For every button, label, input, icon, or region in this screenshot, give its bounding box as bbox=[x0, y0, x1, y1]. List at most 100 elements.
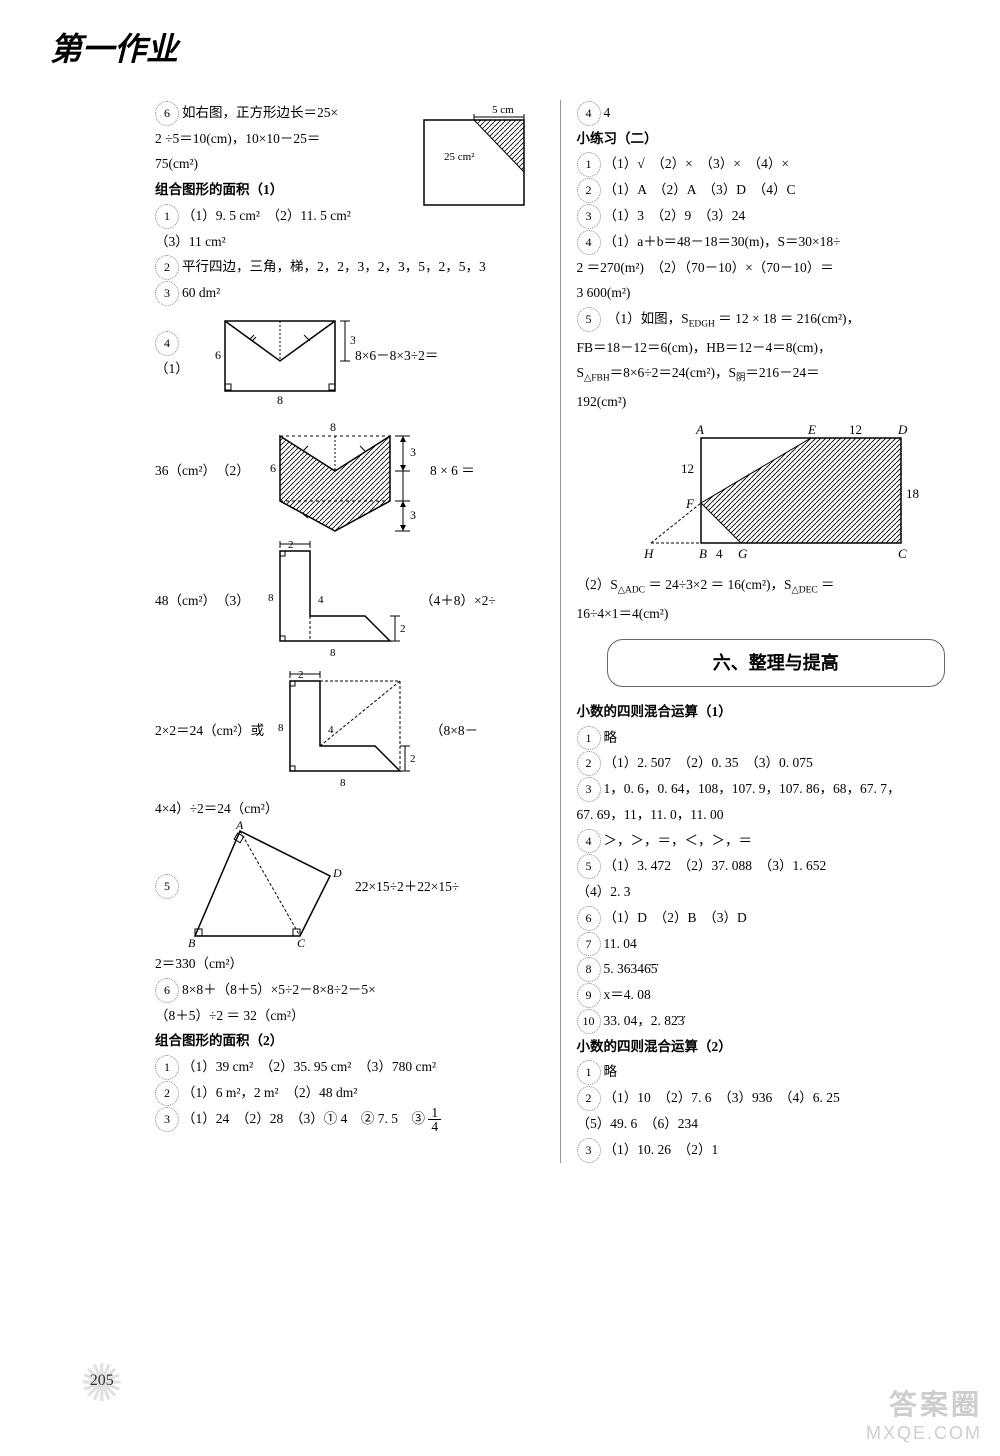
svg-text:8: 8 bbox=[278, 722, 284, 734]
text: （1）24 （2）28 （3）① 4 ② 7. 5 ③ bbox=[182, 1111, 428, 1126]
text: （1）9. 5 cm² （2）11. 5 cm² bbox=[182, 208, 351, 223]
qnum: 5 bbox=[577, 307, 601, 332]
svg-text:4: 4 bbox=[716, 546, 723, 561]
text: 11. 04 bbox=[604, 936, 637, 951]
qnum: 3 bbox=[155, 281, 179, 306]
left-column: 5 cm 25 cm² 6如右图，正方形边长＝25× 2 ÷5＝10(cm)，1… bbox=[155, 100, 554, 1163]
text: ＞，＞，＝，＜，＞，＝ bbox=[604, 833, 753, 848]
fraction: 1 4 bbox=[428, 1106, 441, 1134]
text: 192(cm²) bbox=[577, 389, 975, 415]
text: 36（cm²） （2） bbox=[155, 458, 260, 484]
text: （8＋5）÷2 ＝ 32（cm²） bbox=[155, 1003, 544, 1029]
qnum: 2 bbox=[577, 1086, 601, 1111]
content: 5 cm 25 cm² 6如右图，正方形边长＝25× 2 ÷5＝10(cm)，1… bbox=[155, 100, 975, 1163]
sub: △DEC bbox=[792, 586, 818, 596]
svg-text:B: B bbox=[699, 546, 707, 561]
text: （1）3 （2）9 （3）24 bbox=[604, 208, 746, 223]
text: （1）10. 26 （2）1 bbox=[604, 1142, 719, 1157]
fig-L2: 2 8 4 8 2 bbox=[270, 666, 430, 796]
page-num: 205 bbox=[80, 1372, 124, 1390]
watermark-line2: MXQE.COM bbox=[866, 1423, 982, 1444]
text: （1）D （2）B （3）D bbox=[604, 910, 747, 925]
svg-text:A: A bbox=[695, 422, 704, 437]
text: 略 bbox=[604, 1064, 618, 1079]
watermark: 答案圈 MXQE.COM bbox=[866, 1383, 982, 1444]
svg-text:8: 8 bbox=[268, 592, 274, 604]
text: 略 bbox=[604, 730, 618, 745]
qnum: 6 bbox=[155, 101, 179, 126]
fig-rect-v: 6 8 3 bbox=[205, 306, 355, 406]
qnum: 4 bbox=[155, 331, 179, 356]
svg-text:5 cm: 5 cm bbox=[492, 104, 514, 116]
text: 平行四边，三角，梯，2，2，3，2，3，5，2，5，3 bbox=[182, 259, 486, 274]
fig-quad: A D B C bbox=[180, 821, 355, 951]
heading: 小练习（二） bbox=[577, 126, 975, 152]
svg-text:18: 18 bbox=[906, 486, 919, 501]
sub: △ADC bbox=[618, 586, 645, 596]
page-title: 第一作业 bbox=[50, 24, 178, 70]
qnum: 1 bbox=[577, 152, 601, 177]
svg-text:3: 3 bbox=[410, 508, 416, 522]
svg-text:H: H bbox=[643, 546, 654, 561]
svg-text:3: 3 bbox=[410, 445, 416, 459]
text: 1，0. 6，0. 64，108，107. 9，107. 86，68，67. 7… bbox=[604, 781, 901, 796]
svg-text:C: C bbox=[297, 936, 306, 950]
qnum: 6 bbox=[577, 906, 601, 931]
text: 16÷4×1＝4(cm²) bbox=[577, 601, 975, 627]
qnum: 3 bbox=[155, 1107, 179, 1132]
text: FB＝18－12＝6(cm)，HB＝12－4＝8(cm)， bbox=[577, 335, 975, 361]
fig-hexagon: 6 8 3 3 bbox=[260, 406, 430, 536]
sub: EDGH bbox=[689, 320, 715, 330]
svg-text:8: 8 bbox=[340, 777, 346, 789]
watermark-line1: 答案圈 bbox=[866, 1383, 982, 1423]
qnum: 7 bbox=[577, 932, 601, 957]
qnum: 3 bbox=[577, 1138, 601, 1163]
qnum: 5 bbox=[577, 854, 601, 879]
text: 2＝330（cm²） bbox=[155, 951, 544, 977]
text: 33. 04，2. 82̇3̇ bbox=[604, 1013, 685, 1028]
svg-text:F: F bbox=[685, 496, 695, 511]
fig-square-triangle: 5 cm 25 cm² bbox=[414, 102, 544, 212]
svg-text:2: 2 bbox=[400, 623, 406, 635]
qnum: 1 bbox=[577, 1060, 601, 1085]
text: 8×8＋（8＋5）×5÷2－8×8÷2－5× bbox=[182, 982, 376, 997]
text: （1）2. 507 （2）0. 35 （3）0. 075 bbox=[604, 755, 813, 770]
fig-L1: 2 8 4 8 2 bbox=[260, 536, 420, 666]
text: 67. 69，11，11. 0，11. 00 bbox=[577, 802, 975, 828]
qnum: 4 bbox=[577, 230, 601, 255]
qnum: 2 bbox=[577, 178, 601, 203]
text: 48（cm²） （3） bbox=[155, 588, 260, 614]
text: ＝8×6÷2＝24(cm²)，S bbox=[610, 365, 736, 380]
sub: △FBH bbox=[584, 374, 610, 384]
text: ＝ 12 × 18 ＝ 216(cm²)， bbox=[715, 311, 860, 326]
text: 2×2＝24（cm²）或 bbox=[155, 718, 270, 744]
qnum: 1 bbox=[155, 204, 179, 229]
text: 如右图，正方形边长＝25× bbox=[182, 105, 338, 120]
svg-text:4: 4 bbox=[328, 724, 334, 736]
qnum: 10 bbox=[577, 1009, 601, 1034]
text: 60 dm² bbox=[182, 285, 220, 300]
text: 4 bbox=[604, 105, 611, 120]
svg-text:4: 4 bbox=[318, 594, 324, 606]
qnum: 3 bbox=[577, 777, 601, 802]
svg-text:8: 8 bbox=[277, 393, 283, 406]
text: （1） bbox=[155, 361, 189, 376]
text: 5. 36346̇5̇ bbox=[604, 961, 658, 976]
svg-text:2: 2 bbox=[410, 753, 416, 765]
column-divider bbox=[560, 100, 561, 1163]
qnum: 2 bbox=[155, 1081, 179, 1106]
qnum: 4 bbox=[577, 101, 601, 126]
svg-text:D: D bbox=[897, 422, 908, 437]
text: （1）10 （2）7. 6 （3）936 （4）6. 25 bbox=[604, 1090, 840, 1105]
qnum: 4 bbox=[577, 829, 601, 854]
svg-text:8: 8 bbox=[330, 647, 336, 659]
text: （1）A （2）A （3）D （4）C bbox=[604, 182, 796, 197]
text: ＝ 24÷3×2 ＝ 16(cm²)，S bbox=[645, 577, 792, 592]
text: 2 ＝270(m²) （2）（70－10）×（70－10）＝ bbox=[577, 255, 975, 281]
qnum: 5 bbox=[155, 874, 179, 899]
svg-text:12: 12 bbox=[849, 422, 862, 437]
text: （1）如图，S bbox=[607, 311, 689, 326]
text: （1）3. 472 （2）37. 088 （3）1. 652 bbox=[604, 858, 827, 873]
text: ＝216－24＝ bbox=[745, 365, 819, 380]
qnum: 9 bbox=[577, 983, 601, 1008]
